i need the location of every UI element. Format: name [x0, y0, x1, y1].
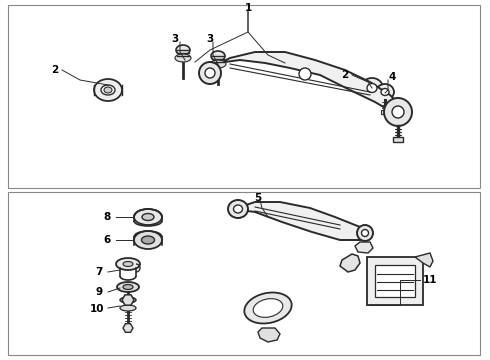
Ellipse shape [117, 282, 139, 292]
Ellipse shape [376, 84, 394, 100]
Ellipse shape [357, 225, 373, 241]
Ellipse shape [205, 68, 215, 78]
Circle shape [392, 106, 404, 118]
Ellipse shape [123, 261, 133, 266]
Ellipse shape [94, 79, 122, 101]
Bar [393, 137, 403, 142]
Text: 4: 4 [388, 72, 396, 82]
Ellipse shape [381, 89, 389, 95]
Ellipse shape [120, 297, 136, 303]
Ellipse shape [134, 231, 162, 249]
Polygon shape [415, 253, 433, 267]
Text: 2: 2 [342, 70, 348, 80]
Ellipse shape [211, 51, 225, 61]
Ellipse shape [245, 293, 292, 324]
Ellipse shape [362, 230, 368, 237]
Text: 3: 3 [206, 34, 214, 44]
Ellipse shape [210, 60, 226, 68]
Polygon shape [355, 242, 373, 253]
Ellipse shape [176, 45, 190, 55]
Circle shape [299, 68, 311, 80]
Ellipse shape [367, 84, 377, 93]
Ellipse shape [116, 258, 140, 270]
Text: 11: 11 [423, 275, 437, 285]
Bar [8, 192, 480, 355]
Ellipse shape [123, 284, 133, 289]
Ellipse shape [228, 200, 248, 218]
Text: 8: 8 [103, 212, 111, 222]
Ellipse shape [253, 299, 283, 317]
Ellipse shape [234, 205, 243, 213]
Text: 5: 5 [254, 193, 262, 203]
Text: 3: 3 [172, 34, 179, 44]
Circle shape [384, 98, 412, 126]
Ellipse shape [175, 54, 191, 62]
Bar [8, 5, 480, 188]
Text: 1: 1 [245, 3, 252, 13]
Ellipse shape [142, 236, 154, 244]
Bar [381, 110, 389, 114]
Ellipse shape [361, 78, 383, 98]
Text: 6: 6 [103, 235, 111, 245]
Ellipse shape [142, 213, 154, 220]
Text: 9: 9 [96, 287, 102, 297]
Polygon shape [205, 52, 402, 112]
Bar [375, 265, 415, 297]
Polygon shape [340, 254, 360, 272]
Ellipse shape [120, 305, 136, 311]
Text: 7: 7 [96, 267, 103, 277]
Text: 2: 2 [51, 65, 59, 75]
Polygon shape [232, 202, 370, 240]
Bar [367, 257, 423, 305]
Ellipse shape [101, 85, 115, 95]
Polygon shape [258, 328, 280, 342]
Ellipse shape [104, 87, 112, 93]
Ellipse shape [134, 209, 162, 225]
Text: 10: 10 [90, 304, 104, 314]
Ellipse shape [199, 62, 221, 84]
